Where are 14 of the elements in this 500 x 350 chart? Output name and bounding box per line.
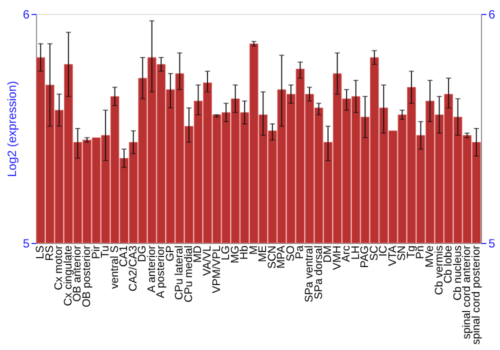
x-tick-label: Pir [90, 245, 102, 259]
x-tick-label: CPu medial [182, 246, 195, 302]
x-tick-label: MVe [424, 246, 436, 268]
x-tick-label: SCN [266, 245, 278, 269]
x-tick-label: RS [44, 246, 56, 261]
x-tick-label: IC [378, 245, 390, 256]
x-tick-label: Arc [340, 245, 353, 262]
x-tick-label: SO [284, 245, 297, 262]
y2-tick-label: 5 [488, 236, 496, 250]
x-tick-label: SC [368, 245, 380, 261]
x-tick-label: SPa dorsal [312, 246, 325, 300]
x-tick-label: Pn [414, 246, 427, 259]
y-axis-title: Log2 (expression) [4, 80, 19, 178]
y2-tick-label: 6 [488, 8, 496, 22]
